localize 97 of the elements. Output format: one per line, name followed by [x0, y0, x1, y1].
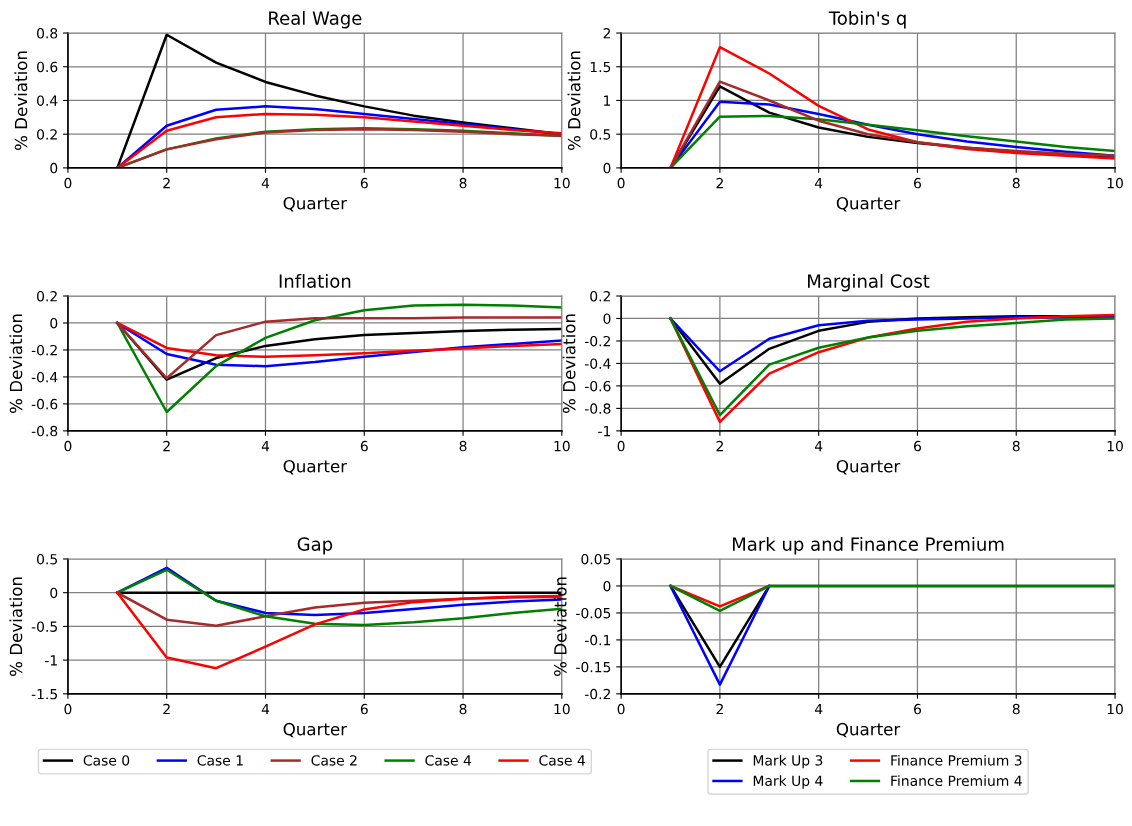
- x-tick-label: 2: [716, 177, 723, 189]
- legend-label: Case 4: [539, 755, 585, 766]
- y-tick-label: -0.6: [584, 380, 611, 392]
- x-axis-title: Quarter: [283, 459, 348, 475]
- y-tick-label: 0: [603, 580, 611, 592]
- x-tick-label: 0: [617, 177, 625, 189]
- x-tick-label: 10: [1107, 177, 1123, 189]
- y-tick-label: -0.8: [31, 425, 58, 437]
- y-tick-label: 0: [603, 313, 611, 324]
- x-tick-label: 6: [360, 440, 368, 452]
- x-tick-label: 8: [1012, 177, 1020, 189]
- x-tick-label: 6: [360, 177, 368, 189]
- x-tick-label: 8: [459, 440, 467, 452]
- x-tick-label: 6: [914, 440, 921, 452]
- y-tick-label: -1: [598, 426, 611, 437]
- x-tick-label: 10: [554, 177, 570, 189]
- chart-title: Gap: [297, 537, 333, 555]
- x-tick-label: 8: [459, 703, 467, 715]
- y-tick-label: -0.4: [584, 358, 611, 369]
- x-tick-label: 4: [814, 178, 823, 189]
- y-tick-label: 0: [50, 162, 58, 174]
- x-tick-label: 2: [716, 703, 723, 715]
- y-axis-title: % Deviation: [567, 51, 581, 150]
- x-tick-label: 2: [163, 440, 170, 452]
- x-tick-label: 4: [814, 703, 823, 715]
- y-axis-title: % Deviation: [9, 577, 23, 676]
- x-tick-label: 4: [261, 178, 270, 189]
- x-tick-label: 4: [261, 441, 270, 452]
- x-tick-label: 0: [617, 440, 625, 452]
- x-tick-label: 0: [64, 703, 72, 715]
- y-tick-label: 2: [603, 28, 610, 39]
- legend-label: Mark Up 3: [753, 754, 823, 769]
- x-axis-title: Quarter: [836, 459, 901, 475]
- x-tick-label: 10: [554, 440, 570, 452]
- y-tick-label: 0: [50, 317, 58, 329]
- x-axis-title: Quarter: [283, 196, 348, 212]
- legend-label: Finance Premium 4: [891, 775, 1022, 787]
- x-tick-label: 4: [261, 703, 270, 715]
- y-tick-label: 0.6: [37, 61, 58, 73]
- y-tick-label: -0.5: [31, 621, 57, 632]
- x-tick-label: 2: [716, 440, 723, 452]
- x-tick-label: 8: [1012, 703, 1020, 715]
- y-tick-label: -0.8: [584, 403, 611, 414]
- x-tick-label: 6: [914, 177, 921, 189]
- y-tick-label: 0.8: [37, 28, 58, 39]
- chart-title: Real Wage: [269, 10, 362, 29]
- legend-label: Case 1: [197, 755, 243, 766]
- y-tick-label: -1: [45, 655, 57, 666]
- chart-title: Inflation: [279, 273, 351, 288]
- x-tick-label: 6: [360, 703, 368, 715]
- y-tick-label: -0.05: [576, 607, 611, 619]
- x-tick-label: 2: [163, 703, 170, 715]
- y-tick-label: -1.5: [31, 688, 57, 700]
- y-tick-label: 0: [50, 587, 58, 599]
- x-axis-title: Quarter: [836, 722, 901, 738]
- legend-label: Case 2: [311, 755, 357, 766]
- y-tick-label: -0.1: [584, 634, 611, 646]
- legend-label: Mark Up 4: [753, 775, 823, 789]
- legend-label: Case 0: [83, 755, 130, 766]
- y-tick-label: 0.2: [37, 290, 57, 302]
- x-tick-label: 8: [459, 177, 467, 189]
- legend-label: Finance Premium 3: [891, 754, 1022, 766]
- y-axis-title: % Deviation: [9, 314, 23, 413]
- x-tick-label: 6: [914, 703, 921, 715]
- y-tick-label: -0.2: [584, 335, 610, 347]
- y-tick-label: 1: [604, 95, 611, 106]
- y-axis-title: % Deviation: [14, 51, 28, 150]
- y-tick-label: 1.5: [590, 61, 611, 73]
- x-tick-label: 4: [814, 441, 823, 452]
- y-tick-label: 0.5: [37, 553, 57, 565]
- y-tick-label: -0.6: [31, 398, 58, 410]
- x-tick-label: 0: [617, 703, 625, 715]
- chart-title: Marginal Cost: [808, 273, 930, 292]
- chart-title: Mark up and Finance Premium: [732, 536, 1004, 555]
- y-tick-label: -0.4: [31, 371, 58, 383]
- x-tick-label: 0: [64, 177, 72, 189]
- x-tick-label: 10: [554, 703, 570, 715]
- y-tick-label: 0.2: [590, 290, 610, 302]
- x-tick-label: 10: [1107, 440, 1123, 452]
- y-tick-label: 0.2: [37, 129, 57, 140]
- y-tick-label: 0.05: [581, 553, 611, 565]
- y-axis-title: % Deviation: [562, 314, 576, 413]
- y-tick-label: 0.4: [37, 95, 58, 106]
- x-tick-label: 10: [1107, 703, 1123, 715]
- legend-label: Case 4: [425, 755, 472, 766]
- x-axis-title: Quarter: [283, 722, 348, 738]
- x-axis-title: Quarter: [836, 196, 901, 212]
- y-tick-label: -0.15: [576, 661, 611, 673]
- x-tick-label: 8: [1012, 440, 1020, 452]
- y-tick-label: 0.5: [590, 129, 611, 140]
- x-tick-label: 0: [64, 440, 72, 452]
- y-axis-title: % Deviation: [553, 577, 567, 676]
- y-tick-label: -0.2: [31, 344, 57, 356]
- x-tick-label: 2: [163, 177, 170, 189]
- y-tick-label: 0: [603, 162, 611, 174]
- chart-title: Tobin's q: [828, 10, 906, 29]
- y-tick-label: -0.2: [584, 688, 610, 700]
